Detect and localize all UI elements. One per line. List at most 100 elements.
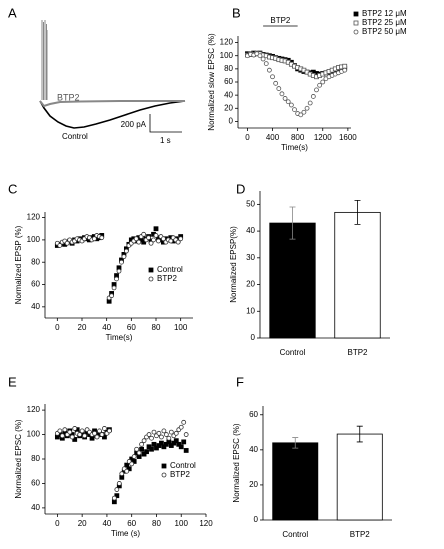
point xyxy=(99,235,105,241)
point xyxy=(94,434,100,440)
point xyxy=(141,231,147,237)
point xyxy=(163,441,169,447)
legend-label: Control xyxy=(157,265,183,274)
point xyxy=(57,243,63,248)
point xyxy=(282,96,288,101)
point xyxy=(178,444,184,450)
point xyxy=(151,441,157,447)
point xyxy=(64,240,70,246)
x-tick-label: 60 xyxy=(127,519,136,528)
point xyxy=(168,429,174,435)
point xyxy=(144,449,149,455)
point xyxy=(276,86,282,91)
point xyxy=(114,487,120,492)
point xyxy=(301,109,307,115)
point xyxy=(116,268,122,274)
x-tick-label: 400 xyxy=(266,133,280,142)
point xyxy=(342,67,348,73)
x-tick-label: Control xyxy=(282,530,308,539)
y-axis-label: Normalized EPSP (%) xyxy=(14,225,23,304)
x-tick-label: 40 xyxy=(102,323,111,332)
y-tick-label: 80 xyxy=(31,454,40,463)
point xyxy=(153,226,159,232)
point xyxy=(183,432,189,437)
point xyxy=(111,495,117,501)
point xyxy=(57,428,63,434)
y-tick-label: 60 xyxy=(249,410,258,419)
point xyxy=(111,285,117,291)
y-tick-label: 0 xyxy=(254,515,259,524)
point xyxy=(109,293,114,299)
panel-label: B xyxy=(232,5,241,20)
point xyxy=(119,471,125,477)
y-tick-label: 60 xyxy=(31,280,40,289)
point xyxy=(69,434,75,440)
bar xyxy=(334,211,381,339)
point xyxy=(171,440,177,446)
point xyxy=(307,100,313,106)
y-tick-label: 60 xyxy=(31,479,40,488)
point xyxy=(260,56,266,62)
x-tick-label: 1200 xyxy=(314,133,332,142)
point xyxy=(317,82,323,88)
btp2-trace xyxy=(39,100,185,108)
x-axis-label: Time(s) xyxy=(106,333,133,342)
point xyxy=(131,459,137,464)
point xyxy=(273,80,279,86)
y-tick-label: 0 xyxy=(229,117,234,126)
x-tick-label: 20 xyxy=(78,519,87,528)
x-tick-label: 120 xyxy=(199,519,213,528)
point xyxy=(136,450,142,456)
panel-label: C xyxy=(8,181,17,196)
x-tick-label: 20 xyxy=(78,323,87,332)
point xyxy=(67,429,73,435)
point xyxy=(159,434,164,440)
point xyxy=(257,53,263,59)
panel-label: F xyxy=(236,374,244,389)
point xyxy=(178,236,184,242)
point xyxy=(263,61,269,66)
panel-label: E xyxy=(8,374,17,389)
legend-marker xyxy=(161,463,167,469)
point xyxy=(175,239,181,245)
panel-label: A xyxy=(8,5,17,20)
x-axis-label: Time(s) xyxy=(281,143,308,152)
point xyxy=(181,439,187,445)
point xyxy=(148,240,154,246)
point xyxy=(116,481,122,486)
control-trace xyxy=(39,100,186,129)
point xyxy=(99,432,105,437)
x-tick-label: 80 xyxy=(152,519,161,528)
point xyxy=(168,443,174,448)
point xyxy=(119,259,124,265)
legend-marker xyxy=(148,267,154,273)
y-tick-label: 40 xyxy=(224,90,233,99)
y-axis-label: Normalized EPSC (%) xyxy=(232,423,241,502)
y-tick-label: 120 xyxy=(27,213,41,222)
y-tick-label: 100 xyxy=(27,430,41,439)
y-tick-label: 20 xyxy=(246,280,255,289)
legend-label: Control xyxy=(170,461,196,470)
legend-marker xyxy=(353,11,359,17)
y-tick-label: 120 xyxy=(220,38,234,47)
y-tick-label: 100 xyxy=(220,51,234,60)
y-tick-label: 60 xyxy=(224,77,233,86)
y-tick-label: 20 xyxy=(249,480,258,489)
y-tick-label: 40 xyxy=(246,226,255,235)
annotation: BTP2 xyxy=(270,16,291,25)
y-tick-label: 100 xyxy=(27,235,41,244)
x-axis-label: Time (s) xyxy=(111,529,140,538)
stimulus-artifact xyxy=(41,20,48,100)
y-tick-label: 80 xyxy=(224,64,233,73)
point xyxy=(279,91,285,97)
point xyxy=(146,444,152,450)
annotation: 200 pA xyxy=(121,120,147,129)
point xyxy=(151,429,157,435)
point xyxy=(314,87,319,93)
point xyxy=(163,432,169,437)
point xyxy=(266,67,272,73)
point xyxy=(173,430,179,436)
x-tick-label: 800 xyxy=(291,133,305,142)
point xyxy=(77,432,83,437)
